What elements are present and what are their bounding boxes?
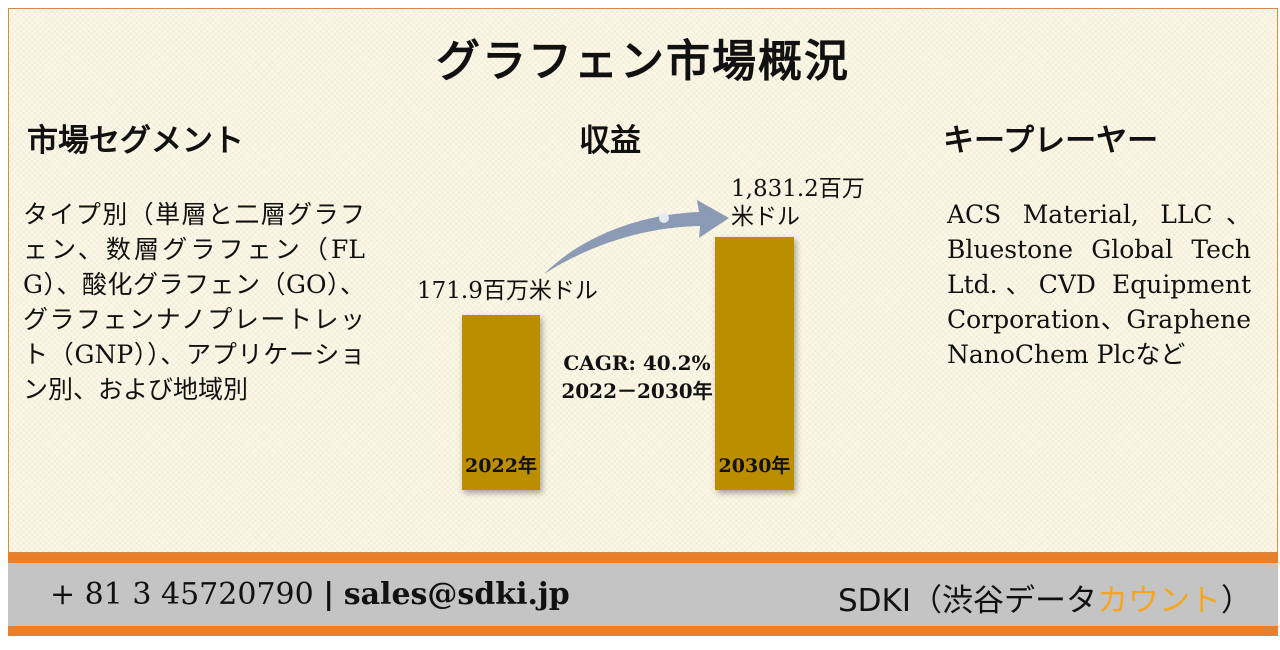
overview-panel: グラフェン市場概況 市場セグメント 収益 キープレーヤー タイプ別（単層と二層グ… <box>8 8 1278 553</box>
bar-2030-value-line1: 1,831.2百万 <box>731 176 865 202</box>
bar-2030: 2030年 <box>715 237 794 490</box>
brand-suffix: ） <box>1221 583 1252 619</box>
page-title: グラフェン市場概況 <box>436 36 850 87</box>
bar-2022: 2022年 <box>462 315 540 490</box>
email-link[interactable]: sales@sdki.jp <box>343 577 570 612</box>
growth-arrow-icon <box>544 200 729 274</box>
footer-bottom-strip <box>8 626 1278 636</box>
segments-text: タイプ別（単層と二層グラフェン、数層グラフェン（FLG）、酸化グラフェン（GO）… <box>23 200 365 404</box>
contact-info: + 81 3 45720790 | sales@sdki.jp <box>50 577 570 612</box>
brand-name: SDKI（渋谷データカウント） <box>838 575 1252 620</box>
footer-top-strip <box>8 553 1278 563</box>
contact-separator: | <box>323 577 335 612</box>
footer-band: + 81 3 45720790 | sales@sdki.jp SDKI（渋谷デ… <box>8 563 1278 626</box>
brand-prefix: SDKI（渋谷データ <box>837 583 1097 619</box>
brand-accent: カウント <box>1097 583 1221 619</box>
bar-2022-value-label: 171.9百万米ドル <box>417 278 598 304</box>
players-text: ACS Material, LLC、Bluestone Global Tech … <box>947 200 1251 369</box>
bar-2022-year-label: 2022年 <box>465 455 537 477</box>
bar-2030-value-line2: 米ドル <box>731 204 800 230</box>
cagr-value: CAGR: 40.2% <box>563 351 711 375</box>
players-heading: キープレーヤー <box>943 123 1159 159</box>
bar-2030-value-label: 1,831.2百万 米ドル <box>731 175 865 231</box>
revenue-heading: 収益 <box>579 123 641 159</box>
bar-2030-year-label: 2030年 <box>718 455 791 477</box>
cagr-period: 2022－2030年 <box>561 379 713 403</box>
phone-number[interactable]: + 81 3 45720790 <box>50 577 314 612</box>
cagr-label: CAGR: 40.2% 2022－2030年 <box>557 349 717 405</box>
segments-heading: 市場セグメント <box>27 123 244 159</box>
